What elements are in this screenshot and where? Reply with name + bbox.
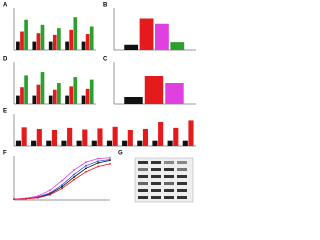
point <box>61 185 63 188</box>
bar <box>51 130 58 146</box>
bar <box>165 83 184 104</box>
bar <box>73 17 78 51</box>
bar <box>48 95 53 104</box>
bar <box>16 95 20 104</box>
point <box>85 170 87 173</box>
point <box>85 164 87 167</box>
bar <box>82 129 88 146</box>
bar <box>65 41 69 50</box>
bar <box>124 97 143 104</box>
point <box>13 198 15 201</box>
bar <box>61 140 67 146</box>
bar <box>142 128 149 146</box>
point <box>37 196 39 199</box>
point <box>97 162 99 164</box>
bar <box>158 122 164 146</box>
bar <box>21 127 27 146</box>
point <box>97 160 99 163</box>
bar <box>48 41 53 50</box>
bar <box>85 34 90 50</box>
bar <box>122 140 128 146</box>
point <box>97 157 99 160</box>
bar <box>170 42 185 50</box>
bar <box>40 72 45 104</box>
bar <box>91 140 97 146</box>
bar <box>65 95 69 104</box>
bar <box>36 33 41 50</box>
bar <box>16 41 20 50</box>
point <box>73 169 75 171</box>
bar <box>36 128 42 146</box>
bar <box>52 34 57 50</box>
point <box>97 165 99 168</box>
point <box>49 189 51 192</box>
point <box>109 163 111 165</box>
point <box>85 161 87 164</box>
bar <box>137 140 143 146</box>
panel-label: B <box>103 3 108 9</box>
bar <box>46 140 52 146</box>
bar <box>57 83 61 104</box>
bar <box>69 86 74 104</box>
panel-label: E <box>3 109 7 115</box>
bar <box>106 140 113 146</box>
bar <box>124 44 139 50</box>
bar <box>127 130 133 146</box>
bar <box>20 87 24 104</box>
line <box>13 159 111 200</box>
bar <box>97 128 103 146</box>
bar <box>81 95 86 104</box>
bar <box>152 140 158 146</box>
point <box>49 193 51 196</box>
bar <box>57 28 61 50</box>
point <box>25 197 27 200</box>
bar <box>20 31 24 50</box>
bar <box>40 24 45 50</box>
point <box>109 158 111 161</box>
bar <box>67 127 73 146</box>
bar <box>89 26 94 50</box>
bar <box>15 140 22 146</box>
point <box>109 156 111 159</box>
bar <box>36 84 41 104</box>
bar <box>24 19 28 50</box>
bar <box>31 140 37 146</box>
point <box>73 176 75 179</box>
bar <box>73 77 78 104</box>
panel-label: A <box>3 3 8 9</box>
bar <box>144 76 164 104</box>
bar <box>24 75 28 104</box>
bar <box>32 41 37 50</box>
blot-frame <box>134 157 194 203</box>
point <box>85 167 87 170</box>
bar <box>89 79 94 104</box>
figure: G A B D C E F <box>3 3 196 203</box>
bar <box>167 140 173 146</box>
bar <box>173 127 179 146</box>
panel-label: D <box>3 57 8 63</box>
point <box>73 173 75 176</box>
point <box>61 184 63 186</box>
panel-label: G <box>118 151 123 157</box>
bar <box>112 126 118 146</box>
western-blot: G <box>118 151 194 203</box>
bar <box>155 23 169 50</box>
point <box>73 178 75 181</box>
point <box>49 192 51 194</box>
bar <box>32 95 37 104</box>
bar <box>81 41 86 50</box>
bar <box>76 140 82 146</box>
panel-label: F <box>3 151 7 157</box>
point <box>61 187 63 190</box>
bar <box>69 29 74 50</box>
bar <box>139 18 154 50</box>
blot-bands <box>138 161 187 199</box>
bar <box>182 140 188 146</box>
bar <box>188 120 194 146</box>
bar <box>52 89 57 104</box>
point <box>37 195 39 197</box>
point <box>61 179 63 182</box>
panel-label: C <box>103 57 108 63</box>
bar <box>85 88 90 104</box>
